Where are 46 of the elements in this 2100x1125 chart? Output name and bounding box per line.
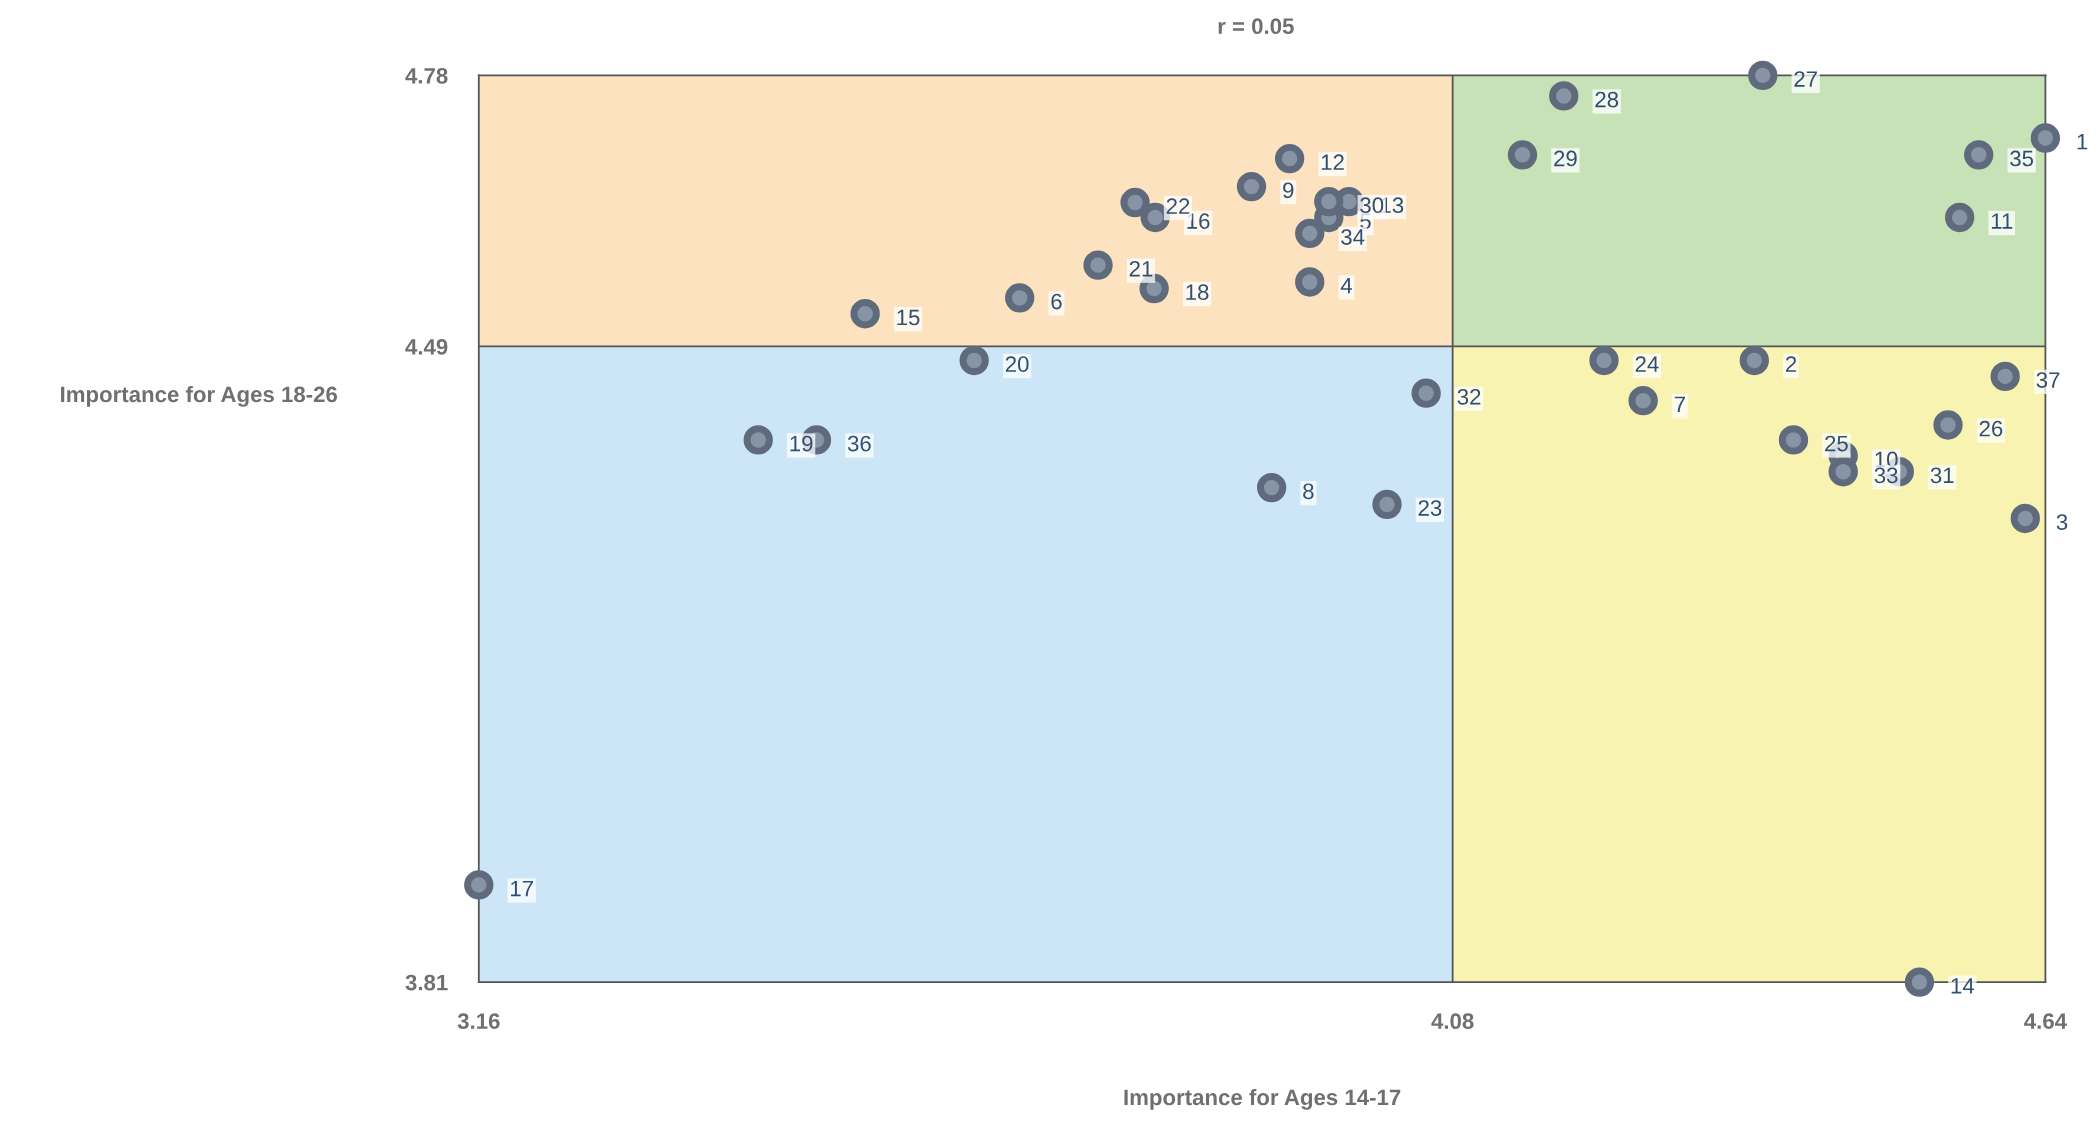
annotation: 21 <box>1129 260 1153 277</box>
annotation: 13 <box>1381 197 1404 214</box>
annotation: 37 <box>2036 372 2060 388</box>
annotation: 27 <box>1794 71 1817 87</box>
x-axis-title: Importance for Ages 14-17 <box>1124 1088 1401 1110</box>
y-axis-title: Importance for Ages 18-26 <box>61 385 338 407</box>
annotation: 2 <box>1785 356 1797 372</box>
annotation: 8 <box>1303 483 1314 500</box>
annotation: 15 <box>897 309 920 326</box>
annotation: 5 <box>1360 213 1371 229</box>
annotation: 18 <box>1186 284 1209 301</box>
annotation: 36 <box>847 435 871 452</box>
annotation: 30 <box>1360 197 1384 214</box>
y-tick-label: 4.78 <box>405 67 448 84</box>
x-tick-label: 4.64 <box>2024 1013 2067 1029</box>
annotation: 3 <box>2056 514 2068 530</box>
y-tick-label: 4.49 <box>405 339 448 355</box>
chart-title: r = 0.05 <box>1218 18 1294 35</box>
annotation: 35 <box>2010 150 2034 167</box>
annotation: 19 <box>790 435 813 452</box>
x-tick-label: 4.08 <box>1431 1013 1474 1029</box>
annotation: 7 <box>1674 396 1685 412</box>
annotation: 1 <box>2077 134 2088 150</box>
annotation: 32 <box>1457 388 1481 405</box>
annotation: 17 <box>511 880 533 897</box>
annotation: 22 <box>1166 198 1190 214</box>
annotation: 25 <box>1825 435 1848 452</box>
annotation: 23 <box>1418 500 1442 516</box>
annotation: 31 <box>1930 467 1954 484</box>
annotation: 10 <box>1875 451 1898 468</box>
annotation: 11 <box>1991 213 2013 229</box>
annotation: 26 <box>1979 420 2003 437</box>
annotation: 12 <box>1321 154 1344 170</box>
annotation: 6 <box>1051 293 1062 310</box>
annotation: 14 <box>1951 978 1975 994</box>
annotation: 29 <box>1554 150 1577 167</box>
annotation: 24 <box>1635 356 1659 372</box>
annotation: 9 <box>1283 182 1294 199</box>
annotation: 33 <box>1874 467 1898 484</box>
annotation: 34 <box>1341 229 1365 245</box>
annotation: 20 <box>1005 356 1029 373</box>
annotation: 28 <box>1595 91 1619 108</box>
annotation: 16 <box>1187 213 1210 229</box>
annotation: 4 <box>1340 277 1352 294</box>
x-tick-label: 3.16 <box>457 1013 500 1030</box>
y-tick-label: 3.81 <box>405 974 448 991</box>
